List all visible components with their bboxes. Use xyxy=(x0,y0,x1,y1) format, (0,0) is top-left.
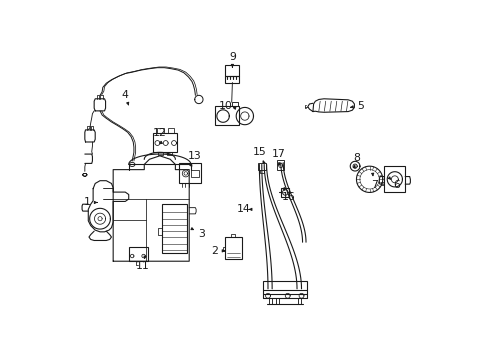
Text: 5: 5 xyxy=(356,101,363,111)
Text: 11: 11 xyxy=(135,261,149,271)
Text: 6: 6 xyxy=(392,180,399,190)
Bar xyxy=(190,170,198,177)
Bar xyxy=(161,204,187,253)
Text: 9: 9 xyxy=(228,52,235,62)
Bar xyxy=(215,107,238,125)
Text: 15: 15 xyxy=(253,147,266,157)
Text: 4: 4 xyxy=(122,90,128,100)
Text: 2: 2 xyxy=(211,246,218,256)
Text: 8: 8 xyxy=(353,153,360,162)
Text: 3: 3 xyxy=(198,229,204,239)
Text: 7: 7 xyxy=(370,180,377,190)
Bar xyxy=(225,237,242,260)
Bar xyxy=(277,160,284,170)
Bar xyxy=(262,281,306,290)
Bar xyxy=(179,163,201,184)
Bar xyxy=(384,166,405,192)
Bar xyxy=(257,163,266,170)
Bar xyxy=(280,188,289,197)
Text: 10: 10 xyxy=(218,101,232,111)
Text: 12: 12 xyxy=(153,129,166,138)
Text: 14: 14 xyxy=(236,204,250,214)
Bar xyxy=(153,133,177,152)
Text: 1: 1 xyxy=(83,198,90,207)
Bar xyxy=(167,128,174,133)
Bar xyxy=(224,65,239,76)
Text: 13: 13 xyxy=(187,151,201,161)
Bar xyxy=(224,76,239,82)
Text: 17: 17 xyxy=(272,149,285,159)
Text: 16: 16 xyxy=(281,192,295,202)
Bar xyxy=(157,128,163,133)
Bar xyxy=(128,247,147,261)
